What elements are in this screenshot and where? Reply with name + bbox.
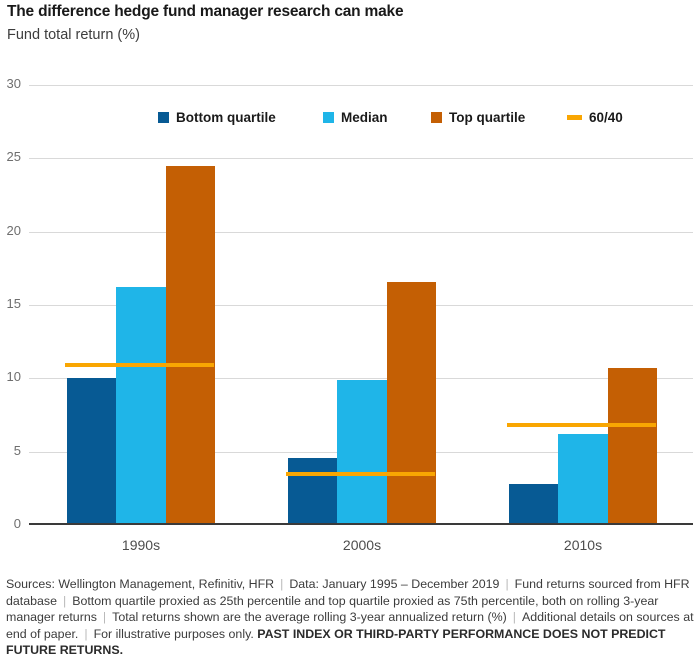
footnote-separator: |: [505, 577, 509, 591]
y-axis-tick-label: 15: [6, 296, 21, 311]
60-40-line-2000s: [286, 472, 435, 476]
bar-median-1990s: [116, 287, 166, 525]
60-40-line-2010s: [507, 423, 656, 427]
bar-top-quartile-1990s: [166, 166, 215, 525]
bar-bottom-quartile-2010s: [509, 484, 558, 525]
legend-item-top-quartile: Top quartile: [431, 111, 525, 124]
x-axis-category-label: 2010s: [563, 537, 603, 553]
legend-swatch-icon: [323, 112, 334, 123]
footnote-separator: |: [84, 626, 88, 641]
footnote-segment: Total returns shown are the average roll…: [112, 610, 507, 625]
footnote-segment: Additional details on sources at end of …: [6, 610, 694, 641]
legend-item-60-40: 60/40: [567, 111, 623, 124]
footnote-separator: |: [512, 610, 517, 625]
gridline: [29, 305, 693, 306]
footnote-separator: |: [102, 610, 107, 625]
legend-label: 60/40: [589, 110, 623, 125]
y-axis-tick-label: 10: [6, 369, 21, 384]
bar-top-quartile-2000s: [387, 282, 436, 525]
legend-label: Top quartile: [449, 110, 526, 125]
y-axis-tick-label: 20: [6, 223, 21, 238]
legend-swatch-icon: [431, 112, 442, 123]
footnote-segment: Sources: Wellington Management, Refiniti…: [6, 577, 275, 591]
plot-area: [29, 85, 693, 525]
y-axis-tick-label: 5: [13, 443, 21, 458]
bar-bottom-quartile-1990s: [67, 378, 116, 525]
legend-item-median: Median: [323, 111, 388, 124]
footnote-separator: |: [280, 577, 284, 591]
gridline: [29, 85, 693, 86]
legend-label: Median: [341, 110, 388, 125]
gridline: [29, 232, 693, 233]
footnote-segment: Bottom quartile proxied as 25th percenti…: [6, 593, 659, 625]
x-axis-category-label: 1990s: [121, 537, 161, 553]
footnote-segment: For illustrative purposes only.: [93, 626, 254, 641]
gridline: [29, 158, 693, 159]
footnote-separator: |: [62, 593, 67, 608]
legend-label: Bottom quartile: [176, 110, 276, 125]
60-40-line-1990s: [65, 363, 214, 367]
footnote-segment: Data: January 1995 – December 2019: [289, 577, 500, 591]
y-axis-tick-label: 0: [13, 516, 21, 531]
gridline: [29, 378, 693, 379]
footnote-segment: Fund returns sourced from HFR database: [6, 577, 690, 608]
bar-bottom-quartile-2000s: [288, 458, 337, 525]
bar-top-quartile-2010s: [608, 368, 657, 525]
legend-dash-icon: [567, 115, 582, 120]
footnote-disclaimer: PAST INDEX OR THIRD-PARTY PERFORMANCE DO…: [6, 626, 666, 658]
footnote: Sources: Wellington Management, Refiniti…: [6, 576, 696, 659]
x-axis-category-label: 2000s: [342, 537, 382, 553]
legend-swatch-icon: [158, 112, 169, 123]
chart-subtitle: Fund total return (%): [7, 27, 140, 43]
bar-median-2010s: [558, 434, 608, 525]
legend-item-bottom-quartile: Bottom quartile: [158, 111, 276, 124]
y-axis-tick-label: 30: [6, 76, 21, 91]
bar-median-2000s: [337, 380, 387, 525]
y-axis-tick-label: 25: [6, 149, 21, 164]
chart-title: The difference hedge fund manager resear…: [7, 3, 404, 20]
x-axis-line: [29, 523, 693, 525]
